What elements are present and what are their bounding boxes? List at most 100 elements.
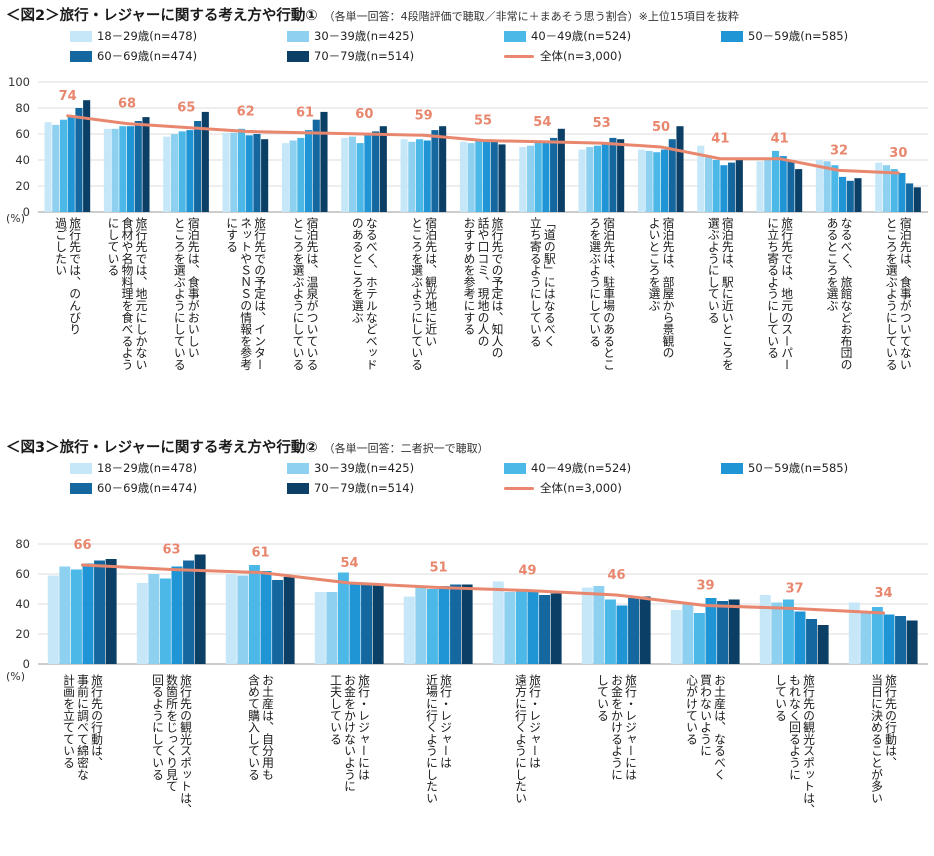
total-data-label: 53 [593,116,611,131]
bar [119,126,127,212]
bar [260,571,272,664]
total-data-label: 41 [771,132,789,147]
figure-2-plot: 0 20 40 60 80 100 74 68 65 62 61 60 59 55 54 53 50 41 41 32… [8,75,928,219]
category-label: 宿泊先は、食事がおいしい ところを選ぶようにしている [172,217,201,371]
bar [237,575,249,664]
bar [717,601,729,664]
total-data-label: 62 [237,104,255,119]
bar [735,158,743,212]
bar [557,128,565,212]
bar [617,139,625,212]
bar [795,169,803,212]
bar [823,161,831,212]
bar [682,604,694,664]
total-data-label: 68 [118,97,136,112]
bar [194,121,202,212]
figure-3-subtitle: （各単一回答：二者択一で聴取） [323,442,489,455]
legend-label: 全体(n=3,000) [540,481,622,495]
bar [337,572,349,664]
bar [601,144,609,212]
figure-2-title-block: ＜図2＞旅行・レジャーに関する考え方や行動① （各単一回答：4段階評価で聴取／非常… [6,4,739,25]
category-label: 旅行先では、地元のスーパー に立ち寄るようにしている [765,217,794,371]
bar [609,137,617,212]
bar [47,575,59,664]
total-data-label: 63 [162,543,180,558]
bar [831,165,839,212]
bar [230,132,238,212]
figure-2: ＜図2＞旅行・レジャーに関する考え方や行動① （各単一回答：4段階評価で聴取／非常… [6,4,928,371]
bar [705,598,717,664]
bar [364,135,372,212]
total-data-label: 66 [73,538,91,553]
bar [534,141,542,212]
bar [542,140,550,212]
y-tick-label: 60 [15,567,30,581]
legend-item: 40－49歳(n=524) [504,460,631,476]
total-data-label: 65 [177,101,195,116]
total-data-label: 37 [785,582,803,597]
legend-swatch [287,50,309,62]
bar [467,143,475,212]
bar [272,580,284,664]
category-label: 旅行先の行動は、 当日に決めることが多い [869,674,898,804]
legend-label: 18－29歳(n=478) [97,29,198,43]
bar [898,173,906,212]
category-label: 「道の駅」にはなるべく 立ち寄るようにしている [528,217,557,347]
bar [186,130,194,212]
total-data-label: 54 [533,115,551,130]
bar [906,620,918,664]
legend-label: 30－39歳(n=425) [314,29,415,43]
legend-label: 18－29歳(n=478) [97,461,198,475]
total-data-label: 34 [874,586,892,601]
bar [70,569,82,664]
bar [637,149,645,212]
bar [349,583,361,664]
legend-item: 30－39歳(n=425) [287,28,414,44]
total-data-label: 61 [296,106,314,121]
y-tick-label: 20 [15,179,30,193]
bar [178,131,186,212]
bar [431,130,439,212]
legend-label: 40－49歳(n=524) [531,29,632,43]
bar [483,140,491,212]
bar [415,139,424,212]
bar [408,141,416,212]
bar [787,160,795,212]
total-data-label: 49 [518,564,536,579]
y-tick-label: 80 [15,101,30,115]
category-label: 旅行・レジャーには お金をかけるように している [595,674,638,781]
bar [356,143,364,212]
legend-label: 50－59歳(n=585) [748,461,849,475]
legend-item: 70－79歳(n=514) [287,480,414,496]
bar [519,147,527,212]
total-data-label: 46 [607,568,625,583]
category-label: 旅行先の行動は、 事前に調べて綿密な 計画を立てている [61,674,104,781]
bar [94,560,106,664]
figure-2-subtitle: （各単一回答：4段階評価で聴取／非常に＋まあそう思う割合）※上位15項目を抜粋 [323,10,739,23]
bar [459,141,467,212]
y-tick-label: 80 [15,537,30,551]
bar [581,587,593,664]
legend-label: 全体(n=3,000) [540,49,622,63]
bar [515,590,527,664]
legend-line-swatch [504,54,534,58]
bar [882,165,891,212]
bar [586,147,594,212]
bar [756,161,764,212]
legend-swatch [70,482,92,494]
bar [372,584,384,664]
legend-line-swatch [504,486,534,490]
category-label: 宿泊先は、食事がついてない ところを選ぶようにしている [884,217,913,371]
bar [676,126,684,212]
figure-3: ＜図3＞旅行・レジャーに関する考え方や行動② （各単一回答：二者択一で聴取） 18… [0,432,934,856]
bar [222,132,230,212]
category-label: 宿泊先は、駐車場のあるとこ ろを選ぶようにしている [587,217,616,371]
category-label: お土産は、自分用も 含めて購入している [246,674,275,781]
bar [245,135,253,212]
legend-swatch [70,30,92,42]
category-label: 旅行先では、地元にしかない 食材や名物料理を食べるよう にしている [106,217,148,371]
bar [860,611,872,664]
figure-3-unit-label: (%) [6,670,26,683]
bar [895,616,907,664]
bar [578,149,586,212]
